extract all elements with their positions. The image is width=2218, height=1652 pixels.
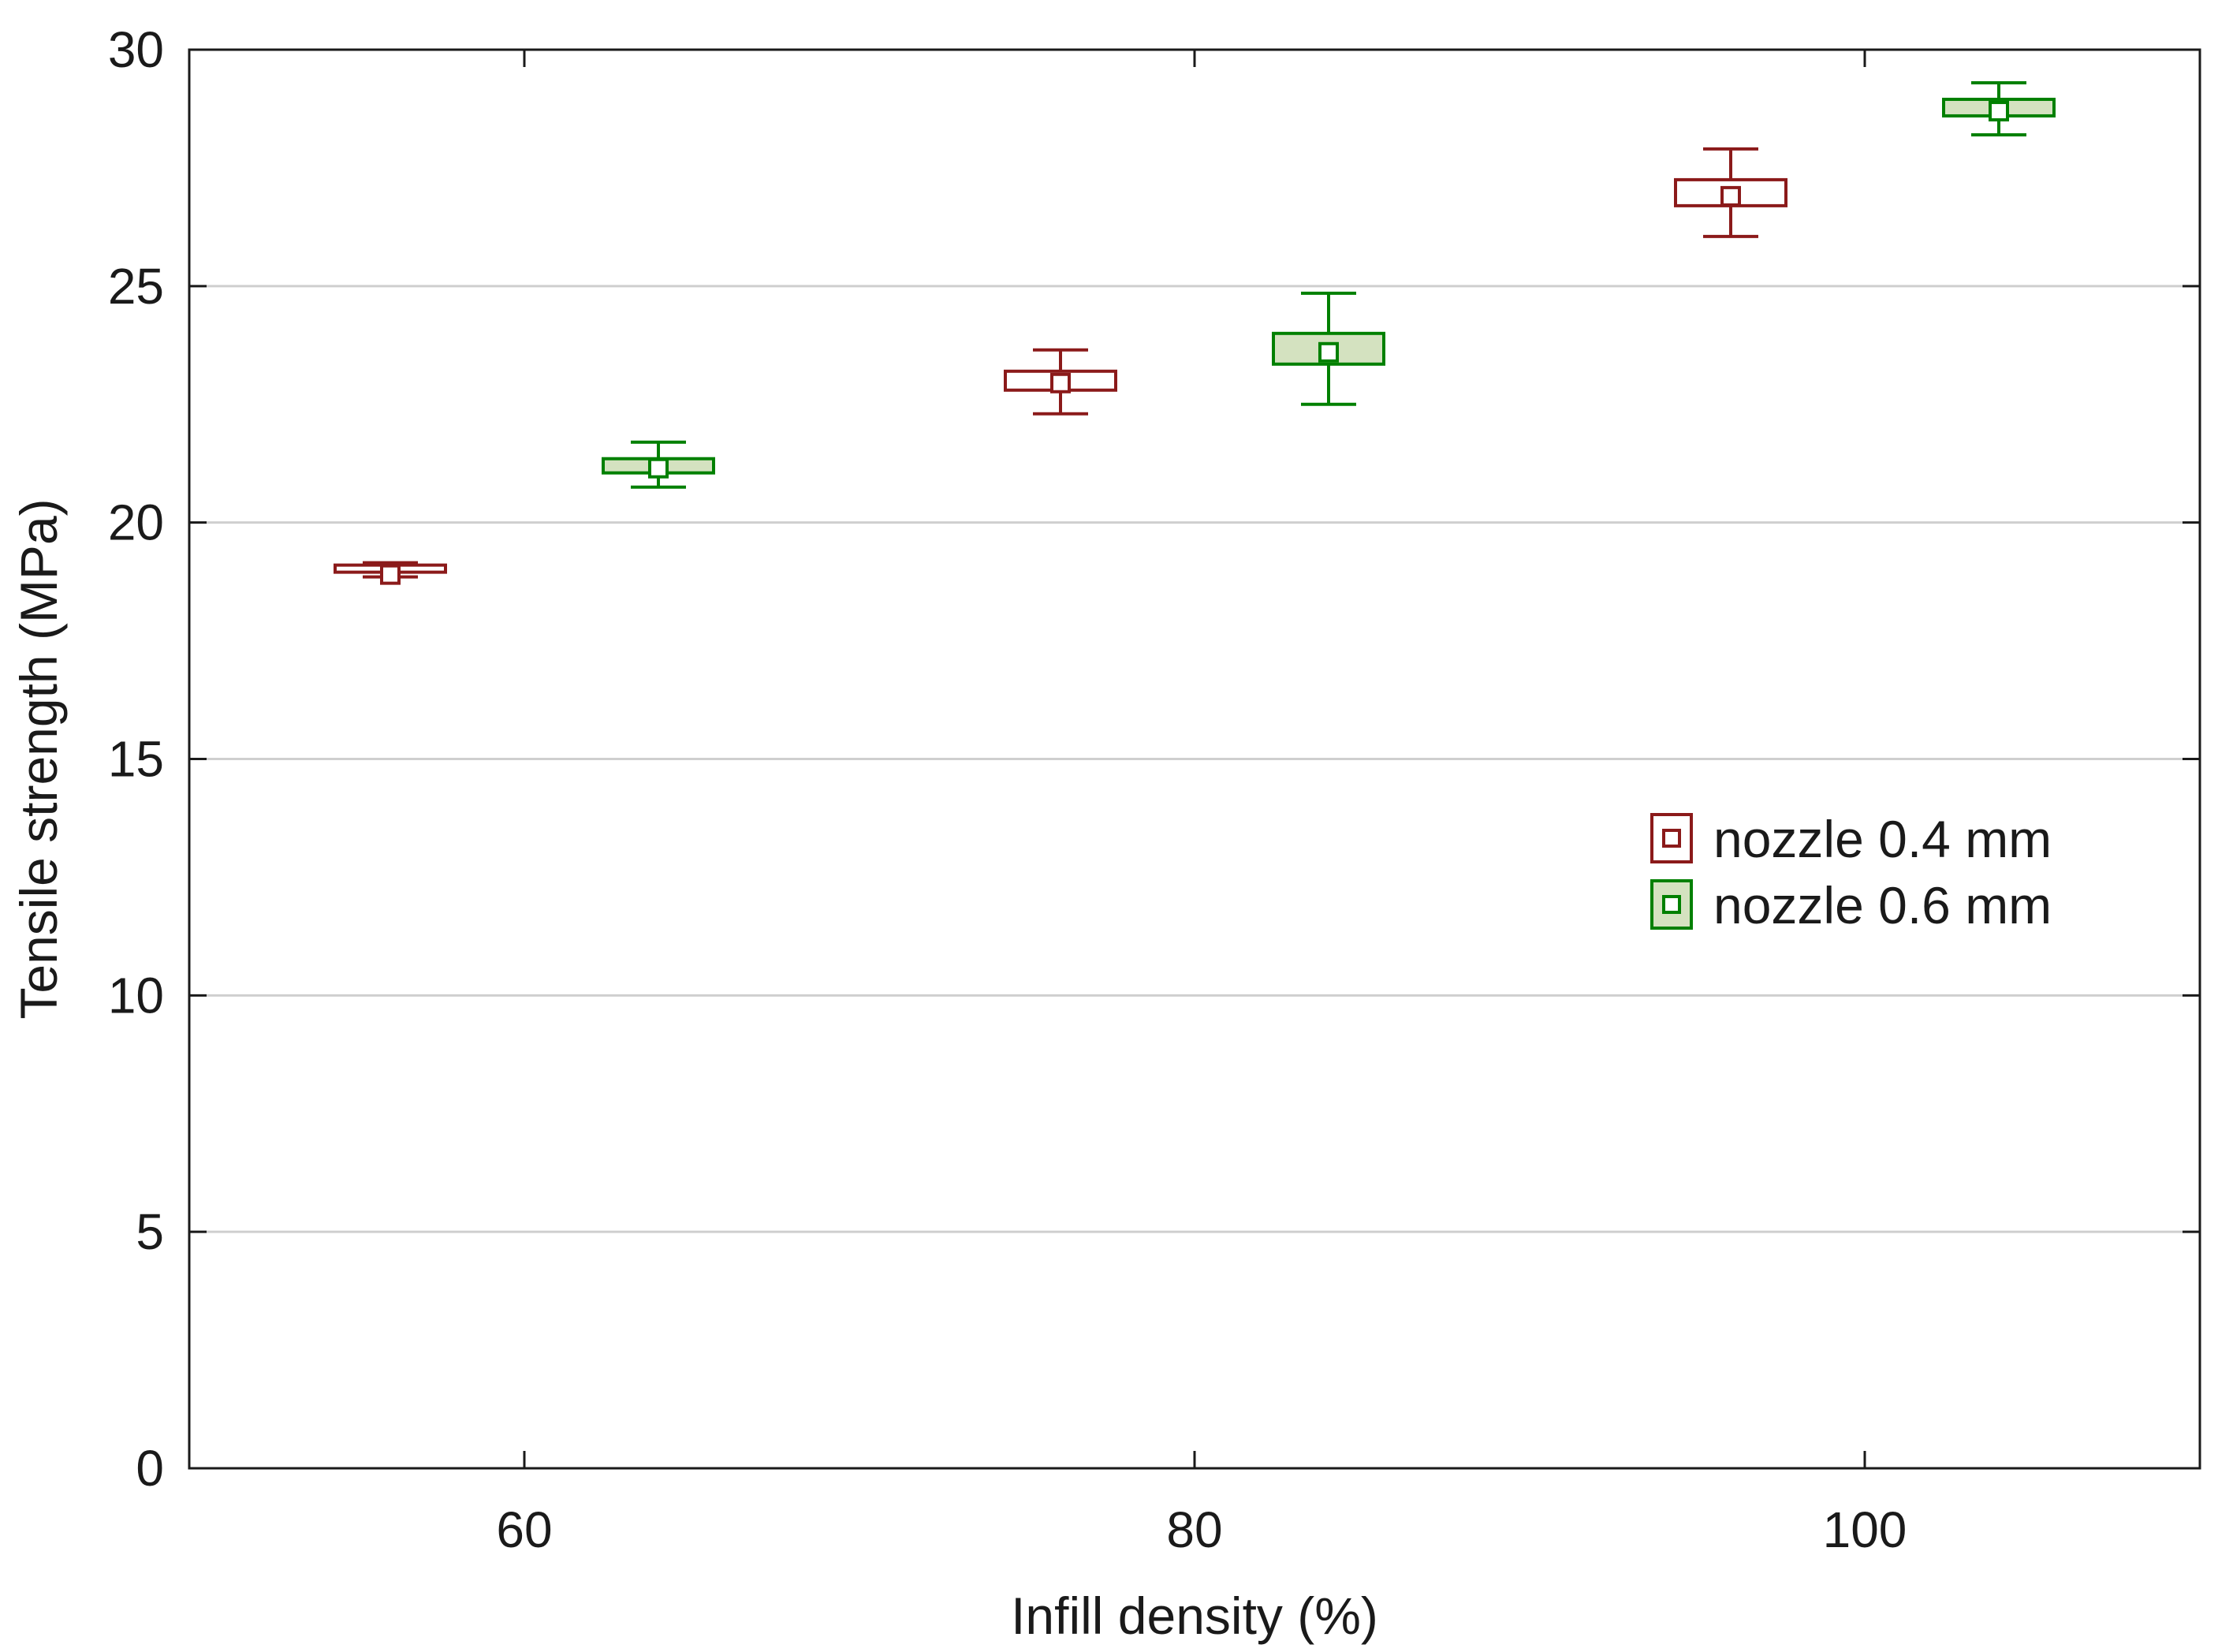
- mean-marker: [1720, 185, 1741, 207]
- y-tick-label: 5: [136, 1203, 164, 1260]
- mean-marker: [380, 564, 401, 585]
- legend-label: nozzle 0.6 mm: [1713, 876, 2052, 934]
- x-tick-label: 100: [1823, 1501, 1907, 1558]
- y-tick-label: 25: [108, 258, 164, 315]
- box-plot-group: [1942, 80, 2056, 136]
- x-axis-label: Infill density (%): [1011, 1587, 1378, 1645]
- legend-marker: [1662, 829, 1681, 848]
- axis-ticks: 0 5 10 15 20 25 30 60 80 100: [108, 21, 2200, 1558]
- chart-marks: [334, 80, 2056, 585]
- y-tick-label: 10: [108, 967, 164, 1024]
- x-tick-label: 80: [1166, 1501, 1222, 1558]
- y-tick-label: 0: [136, 1440, 164, 1497]
- legend-swatch: [1650, 813, 1693, 863]
- gridlines: [189, 285, 2200, 1233]
- box-plot-group: [334, 561, 447, 585]
- y-axis-label: Tensile strength (MPa): [9, 498, 68, 1019]
- y-tick-label: 20: [108, 494, 164, 551]
- mean-marker: [1989, 100, 2009, 121]
- mean-marker: [1050, 372, 1071, 393]
- box-plot-group: [602, 440, 715, 489]
- legend-marker: [1662, 895, 1681, 914]
- box-plot-group: [1004, 348, 1117, 416]
- box-plot-group: [1674, 147, 1787, 238]
- legend-item: nozzle 0.6 mm: [1650, 876, 2052, 934]
- mean-marker: [1318, 341, 1339, 363]
- mean-marker: [648, 457, 669, 479]
- box-plot-group: [1272, 291, 1385, 406]
- y-tick-label: 30: [108, 21, 164, 78]
- y-tick-label: 15: [108, 731, 164, 788]
- legend: nozzle 0.4 mm nozzle 0.6 mm: [1650, 810, 2052, 934]
- legend-label: nozzle 0.4 mm: [1713, 810, 2052, 868]
- x-tick-label: 60: [496, 1501, 552, 1558]
- legend-item: nozzle 0.4 mm: [1650, 810, 2052, 868]
